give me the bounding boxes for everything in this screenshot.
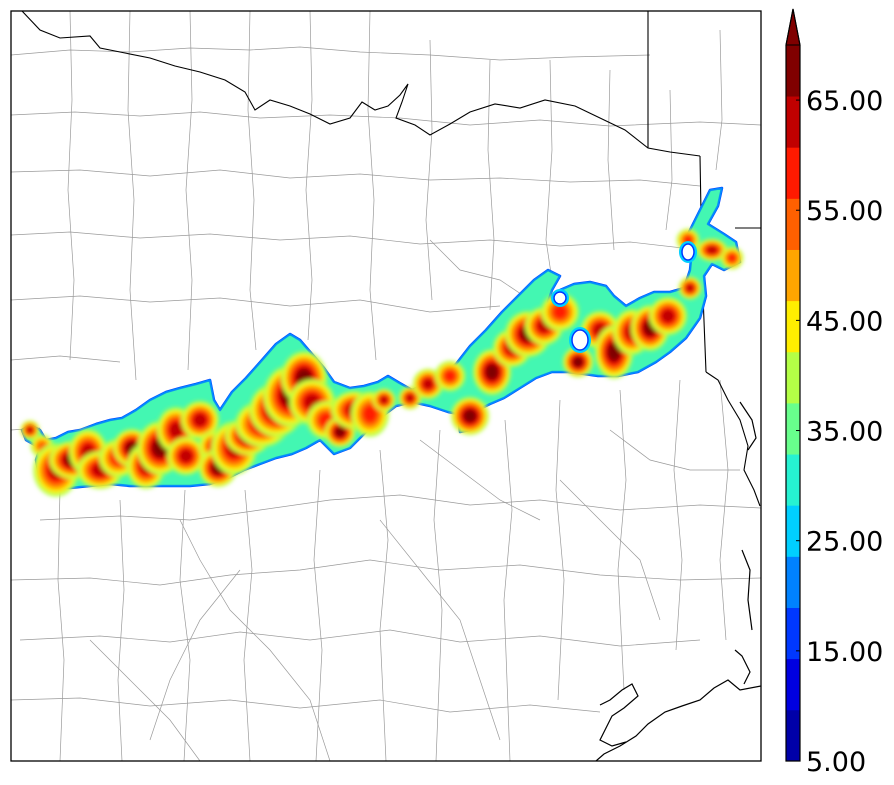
colorbar-segment	[786, 556, 800, 608]
swath-gap	[553, 291, 567, 305]
county-boundaries	[11, 11, 761, 761]
colorbar-extend-arrow	[785, 8, 801, 46]
storm-core	[607, 343, 621, 361]
reflectivity-swath	[20, 186, 744, 497]
colorbar-segment	[786, 147, 800, 199]
colorbar-segment	[786, 403, 800, 455]
storm-core	[335, 427, 345, 437]
colorbar-segment	[786, 505, 800, 557]
colorbar-tick-label: 15.00	[806, 637, 883, 668]
map-area	[11, 11, 761, 761]
swath-gap	[681, 243, 695, 261]
coastline	[595, 401, 761, 761]
state-boundaries	[21, 11, 761, 507]
storm-core	[573, 357, 583, 367]
colorbar-segment	[786, 351, 800, 404]
colorbar-tick-label: 25.00	[806, 527, 883, 558]
colorbar-segment	[786, 198, 800, 250]
storm-core	[422, 378, 434, 390]
map-frame	[10, 10, 762, 762]
swath-gap	[571, 329, 589, 351]
storm-core	[380, 396, 388, 404]
storm-core	[553, 305, 567, 319]
storm-core	[727, 253, 737, 263]
storm-core	[179, 449, 193, 463]
colorbar: 5.00 15.00 25.00 35.00 45.00 55.00 65.00	[785, 8, 883, 778]
storm-core	[363, 405, 377, 423]
colorbar-segment	[786, 454, 800, 506]
colorbar-segment	[786, 709, 800, 762]
colorbar-segment	[786, 249, 800, 302]
storm-core	[686, 284, 694, 292]
storm-core	[444, 370, 456, 382]
storm-core	[193, 413, 207, 427]
colorbar-segment	[786, 607, 800, 660]
colorbar-tick-label: 35.00	[806, 417, 883, 448]
storm-cores	[20, 228, 744, 497]
storm-core	[169, 422, 183, 438]
colorbar-segment	[786, 45, 800, 97]
storm-core	[406, 394, 414, 402]
colorbar-segment	[786, 300, 800, 353]
colorbar-segment	[786, 658, 800, 711]
storm-core	[463, 409, 477, 423]
storm-core	[485, 364, 499, 380]
storm-core	[661, 309, 675, 323]
storm-core	[706, 246, 718, 254]
storm-core	[26, 426, 34, 434]
colorbar-tick-label: 65.00	[806, 86, 883, 117]
colorbar-tick-label: 55.00	[806, 196, 883, 227]
colorbar-tick-label: 5.00	[806, 747, 866, 778]
colorbar-tick-label: 45.00	[806, 306, 883, 337]
colorbar-segment	[786, 96, 800, 148]
